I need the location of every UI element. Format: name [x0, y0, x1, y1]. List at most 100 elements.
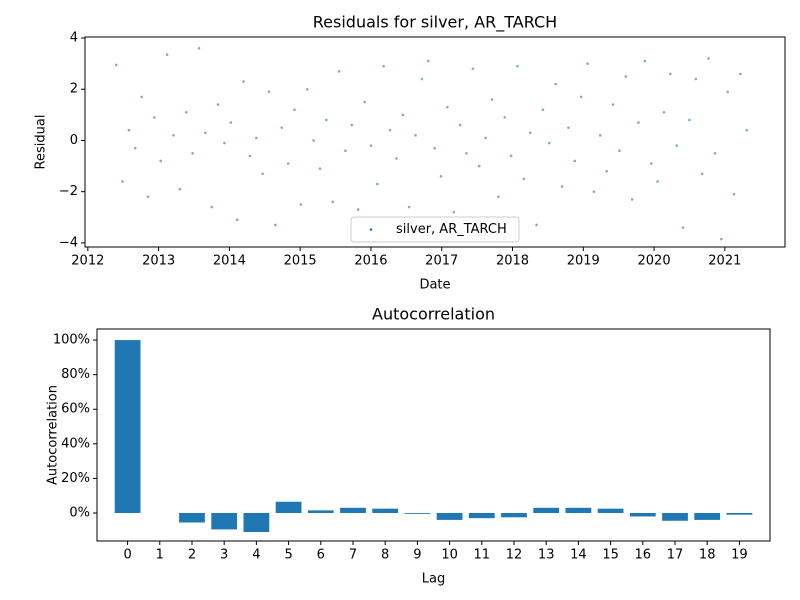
point [254, 136, 258, 140]
y-tick-label: 0% [69, 505, 90, 520]
bar [533, 507, 560, 513]
y-tick-label: −4 [59, 235, 78, 250]
x-tick-label: 17 [667, 548, 684, 563]
point [337, 70, 341, 73]
bar [211, 512, 238, 530]
point [153, 116, 156, 119]
point [446, 105, 449, 109]
point [229, 121, 233, 124]
y-tick-label: 80% [61, 367, 90, 382]
point [662, 110, 666, 114]
point [528, 131, 532, 135]
point [465, 151, 468, 155]
x-tick-label: 0 [123, 548, 131, 563]
bar [243, 512, 270, 533]
point [127, 128, 131, 132]
bar [565, 507, 592, 513]
x-tick-label: 13 [538, 548, 555, 563]
y-tick-label: −2 [59, 184, 78, 199]
point [560, 185, 564, 188]
point [204, 131, 207, 135]
bar [340, 507, 366, 513]
y-axis-label: Autocorrelation [46, 385, 61, 485]
point [637, 121, 640, 124]
y-tick-label: 20% [61, 471, 90, 486]
point [516, 64, 519, 68]
x-tick-label: 2021 [708, 254, 741, 269]
point [726, 90, 729, 94]
point [477, 164, 481, 168]
legend-marker [369, 228, 373, 231]
bar [436, 512, 463, 520]
bar [372, 508, 399, 513]
x-tick-label: 2019 [567, 254, 600, 269]
y-tick-label: 0 [70, 133, 78, 148]
x-tick-label: 12 [506, 548, 523, 563]
point [114, 63, 118, 67]
point [414, 134, 417, 137]
x-tick-label: 16 [635, 548, 652, 563]
point [184, 110, 188, 114]
point [356, 208, 360, 211]
bar [662, 512, 688, 521]
point [395, 157, 398, 160]
point [420, 77, 424, 81]
point [554, 82, 557, 86]
point [522, 177, 526, 181]
point [509, 154, 513, 158]
point [503, 116, 507, 119]
x-tick-label: 7 [349, 548, 357, 563]
point [700, 172, 704, 176]
point [688, 118, 691, 122]
bar [629, 512, 656, 517]
point [567, 126, 570, 129]
point [178, 187, 182, 191]
x-tick-label: 2016 [354, 254, 387, 269]
x-tick-label: 2014 [213, 254, 246, 269]
point [471, 67, 475, 71]
point [121, 180, 124, 183]
point [210, 205, 213, 209]
legend-label: silver, AR_TARCH [396, 222, 507, 237]
y-axis-label: Residual [34, 115, 49, 170]
point [388, 128, 392, 132]
x-axis-label: Lag [422, 572, 445, 587]
x-tick-label: 19 [731, 548, 748, 563]
x-tick-label: 2018 [496, 254, 529, 269]
point [382, 64, 385, 68]
x-tick-label: 2017 [425, 254, 458, 269]
point [293, 108, 296, 112]
axes-frame [84, 36, 786, 248]
x-tick-label: 4 [252, 548, 260, 563]
x-axis-label: Date [419, 278, 450, 293]
axes-frame [96, 328, 771, 542]
point [299, 203, 303, 206]
point [548, 141, 551, 145]
bar [726, 512, 753, 515]
x-tick-label: 14 [570, 548, 587, 563]
point [573, 159, 577, 163]
point [592, 190, 596, 193]
point [458, 123, 462, 127]
x-tick-label: 6 [317, 548, 325, 563]
point [624, 75, 628, 78]
point [407, 205, 411, 209]
point [611, 103, 615, 106]
bar [468, 512, 495, 519]
point [586, 62, 589, 65]
point [649, 162, 653, 165]
point [363, 100, 366, 104]
point [191, 151, 194, 155]
point [541, 108, 545, 112]
point [267, 90, 271, 94]
x-tick-label: 3 [220, 548, 228, 563]
point [331, 200, 335, 204]
point [197, 46, 201, 50]
point [325, 118, 328, 122]
point [745, 128, 749, 132]
point [159, 159, 163, 163]
point [656, 180, 659, 183]
bar [501, 512, 527, 518]
point [286, 162, 290, 165]
